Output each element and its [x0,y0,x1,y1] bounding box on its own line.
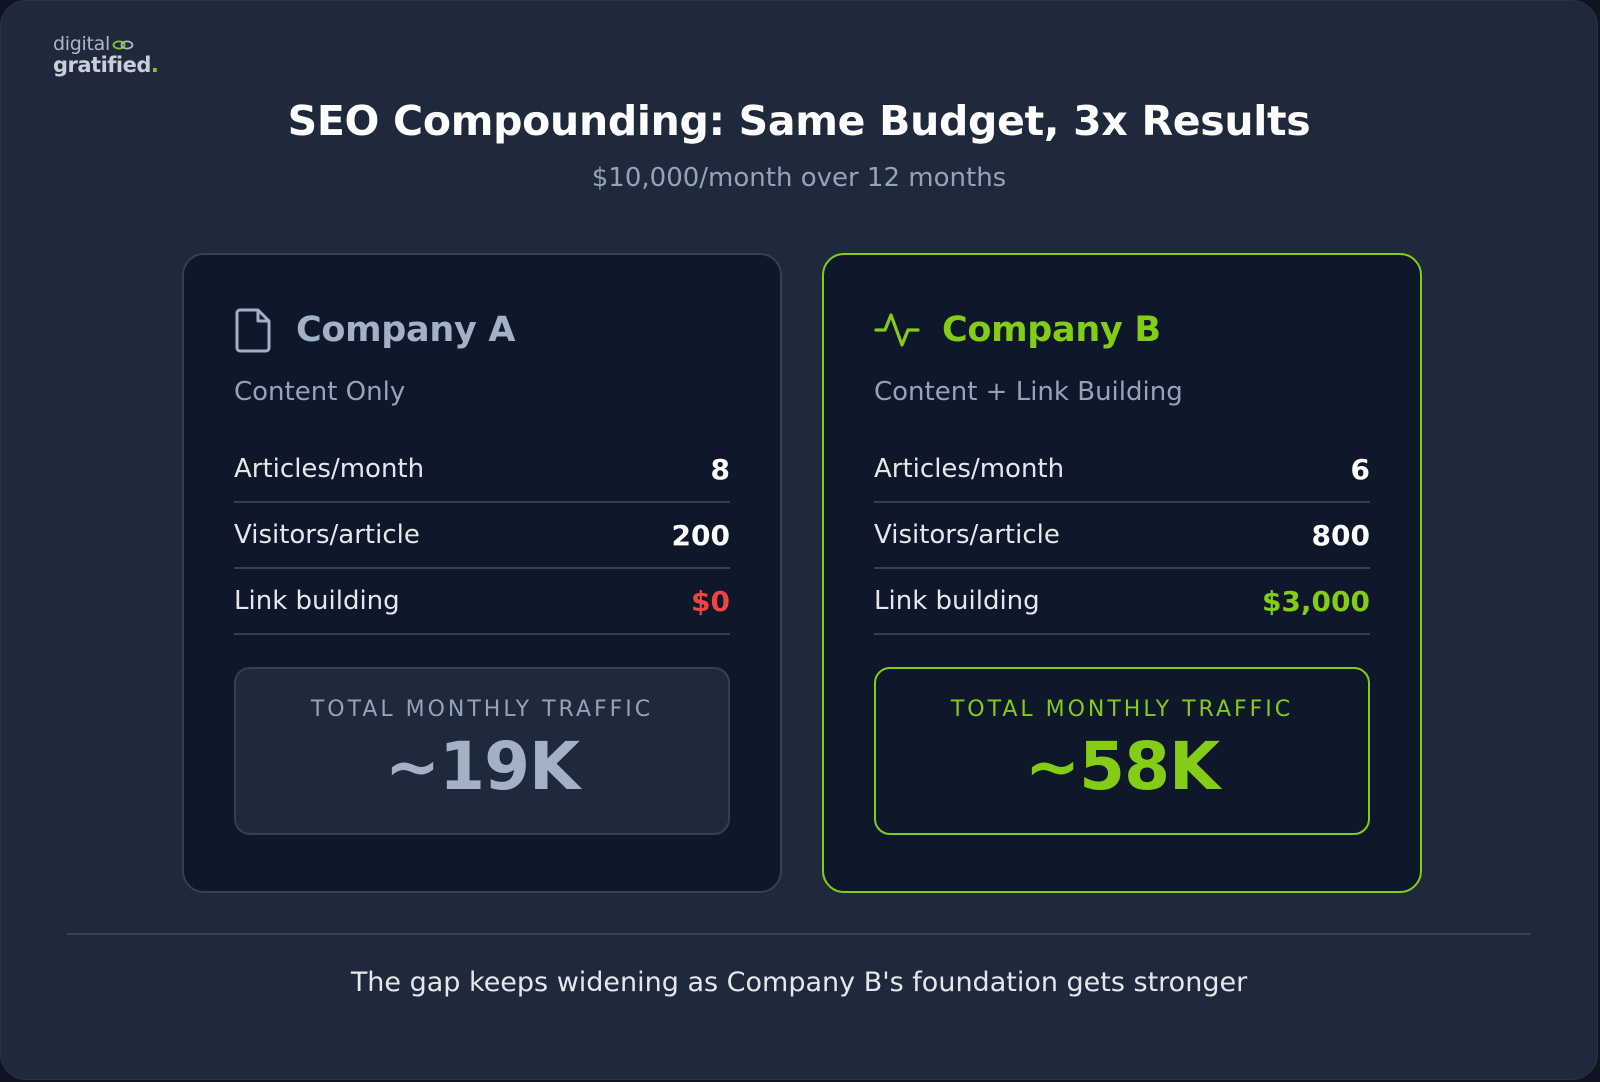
page-subtitle: $10,000/month over 12 months [591,163,1007,193]
metric-label: Visitors/article [874,520,1060,550]
footer-note: The gap keeps widening as Company B's fo… [350,967,1248,998]
metric-row-articles: Articles/month 6 [874,437,1370,503]
company-a-metrics: Articles/month 8 Visitors/article 200 Li… [234,437,730,635]
metric-label: Articles/month [874,454,1065,484]
metric-label: Link building [874,586,1040,616]
company-a-strategy: Content Only [234,377,406,407]
total-traffic-label: TOTAL MONTHLY TRAFFIC [310,697,654,722]
logo-top-line: digital [53,35,158,54]
document-icon [235,308,271,353]
metric-row-visitors: Visitors/article 200 [234,503,730,569]
metric-value: 6 [1350,452,1370,486]
metric-value: $3,000 [1261,584,1370,618]
total-traffic-value: ~58K [1024,728,1220,805]
metric-label: Visitors/article [234,520,420,550]
link-icon [112,40,134,49]
logo-bottom-line: gratified. [53,53,159,77]
company-b-card: Company B Content + Link Building Articl… [822,253,1422,893]
metric-row-articles: Articles/month 8 [234,437,730,503]
metric-label: Articles/month [234,454,425,484]
company-a-header: Company A [234,305,730,355]
metric-value: 200 [671,518,730,552]
page-title: SEO Compounding: Same Budget, 3x Results [287,97,1311,145]
company-b-name: Company B [942,310,1161,350]
metric-row-link-building: Link building $0 [234,569,730,635]
total-traffic-value: ~19K [384,728,580,805]
metric-value: $0 [691,584,730,618]
metric-row-visitors: Visitors/article 800 [874,503,1370,569]
metric-row-link-building: Link building $3,000 [874,569,1370,635]
activity-pulse-icon [874,313,920,347]
company-a-card: Company A Content Only Articles/month 8 … [182,253,782,893]
company-a-total-box: TOTAL MONTHLY TRAFFIC ~19K [234,667,730,835]
logo-dot: . [150,53,159,77]
company-a-name: Company A [296,310,516,350]
logo-word-digital: digital [53,33,110,55]
footer-divider [67,933,1531,935]
metric-value: 800 [1311,518,1370,552]
logo-word-gratified: gratified [53,53,151,77]
metric-value: 8 [710,452,730,486]
company-b-header: Company B [874,305,1370,355]
company-b-metrics: Articles/month 6 Visitors/article 800 Li… [874,437,1370,635]
company-b-total-box: TOTAL MONTHLY TRAFFIC ~58K [874,667,1370,835]
brand-logo: digital gratified. [53,35,159,77]
total-traffic-label: TOTAL MONTHLY TRAFFIC [950,697,1294,722]
company-b-strategy: Content + Link Building [874,377,1183,407]
metric-label: Link building [234,586,400,616]
